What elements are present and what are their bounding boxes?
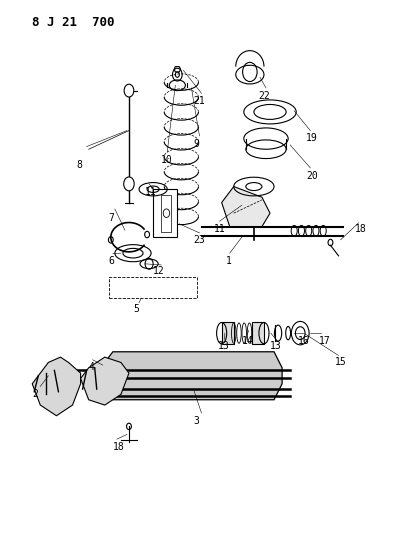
- Bar: [222, 322, 234, 344]
- Text: 22: 22: [258, 91, 270, 101]
- Text: 17: 17: [318, 336, 330, 346]
- Text: 9: 9: [193, 139, 199, 149]
- Text: 18: 18: [113, 442, 125, 453]
- Bar: [109, 277, 197, 298]
- Circle shape: [124, 177, 134, 191]
- Polygon shape: [222, 187, 270, 227]
- Polygon shape: [105, 352, 282, 400]
- Text: 4: 4: [89, 362, 95, 373]
- Bar: [153, 189, 177, 237]
- Text: 11: 11: [145, 187, 157, 197]
- Text: 3: 3: [193, 416, 199, 426]
- Text: 21: 21: [193, 96, 205, 106]
- Text: 15: 15: [334, 357, 346, 367]
- Circle shape: [124, 84, 134, 97]
- Text: 7: 7: [109, 213, 115, 223]
- Text: 14: 14: [242, 336, 253, 346]
- Text: 13: 13: [270, 341, 282, 351]
- Polygon shape: [32, 357, 81, 416]
- Text: 11: 11: [214, 224, 225, 234]
- Text: 19: 19: [306, 133, 318, 143]
- Text: 8: 8: [77, 160, 83, 170]
- Text: 2: 2: [32, 389, 38, 399]
- Text: 23: 23: [193, 235, 205, 245]
- Text: 20: 20: [306, 171, 318, 181]
- Text: 6: 6: [109, 256, 115, 266]
- Text: 13: 13: [218, 341, 229, 351]
- Text: 1: 1: [226, 256, 232, 266]
- Bar: [161, 195, 171, 232]
- Text: 18: 18: [355, 224, 366, 234]
- Polygon shape: [81, 357, 129, 405]
- Text: 10: 10: [161, 155, 173, 165]
- Bar: [252, 322, 264, 344]
- Text: 8 J 21  700: 8 J 21 700: [32, 16, 115, 29]
- Text: 16: 16: [298, 336, 310, 346]
- Text: 5: 5: [133, 304, 139, 314]
- Text: 12: 12: [153, 266, 165, 277]
